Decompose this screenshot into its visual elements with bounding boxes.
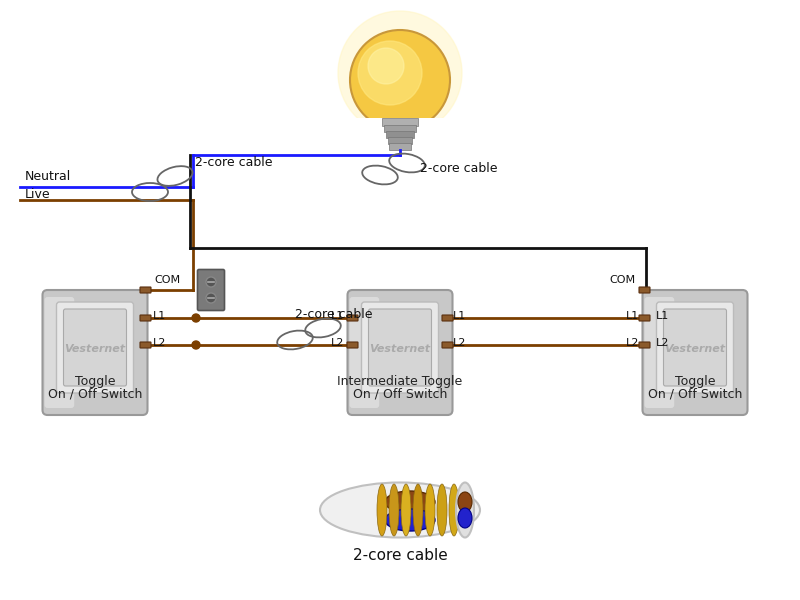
Ellipse shape (401, 484, 411, 536)
FancyBboxPatch shape (140, 287, 151, 293)
FancyBboxPatch shape (642, 290, 747, 415)
Ellipse shape (425, 484, 435, 536)
Ellipse shape (449, 484, 459, 536)
FancyBboxPatch shape (45, 297, 74, 408)
FancyBboxPatch shape (382, 118, 418, 126)
Text: Vesternet: Vesternet (65, 344, 126, 355)
FancyBboxPatch shape (362, 302, 438, 393)
Ellipse shape (413, 484, 423, 536)
Text: Neutral: Neutral (25, 170, 71, 183)
FancyBboxPatch shape (386, 131, 414, 138)
FancyBboxPatch shape (369, 309, 431, 386)
FancyBboxPatch shape (639, 287, 650, 293)
Ellipse shape (385, 509, 435, 531)
Text: L1: L1 (331, 311, 345, 321)
Text: L2: L2 (655, 338, 669, 348)
FancyBboxPatch shape (442, 342, 453, 348)
Text: Toggle: Toggle (74, 376, 115, 389)
Text: L2: L2 (626, 338, 639, 348)
Text: COM: COM (154, 275, 181, 285)
Text: Toggle: Toggle (674, 376, 715, 389)
Text: 2-core cable: 2-core cable (353, 548, 447, 563)
FancyBboxPatch shape (657, 302, 734, 393)
FancyBboxPatch shape (57, 302, 134, 393)
Ellipse shape (385, 491, 435, 513)
Text: L2: L2 (153, 338, 166, 348)
Circle shape (368, 48, 404, 84)
FancyBboxPatch shape (384, 125, 416, 132)
Text: 2-core cable: 2-core cable (195, 155, 273, 169)
FancyBboxPatch shape (198, 269, 225, 311)
Ellipse shape (320, 482, 480, 538)
Text: L1: L1 (655, 311, 669, 321)
Circle shape (192, 341, 200, 349)
FancyBboxPatch shape (347, 342, 358, 348)
FancyBboxPatch shape (140, 342, 151, 348)
Text: Vesternet: Vesternet (665, 344, 726, 355)
Text: 2-core cable: 2-core cable (295, 308, 373, 322)
FancyBboxPatch shape (42, 290, 147, 415)
FancyBboxPatch shape (639, 315, 650, 321)
Circle shape (338, 11, 462, 135)
Text: Intermediate Toggle: Intermediate Toggle (338, 376, 462, 389)
FancyBboxPatch shape (347, 290, 453, 415)
Text: On / Off Switch: On / Off Switch (48, 388, 142, 401)
Ellipse shape (377, 484, 387, 536)
Circle shape (358, 41, 422, 105)
Circle shape (206, 293, 216, 303)
Ellipse shape (458, 508, 472, 528)
FancyBboxPatch shape (663, 309, 726, 386)
Circle shape (206, 277, 216, 287)
FancyBboxPatch shape (645, 297, 674, 408)
FancyBboxPatch shape (350, 297, 379, 408)
Text: On / Off Switch: On / Off Switch (648, 388, 742, 401)
Text: L1: L1 (453, 311, 466, 321)
FancyBboxPatch shape (63, 309, 126, 386)
Text: COM: COM (610, 275, 635, 285)
Circle shape (350, 30, 450, 130)
FancyBboxPatch shape (639, 342, 650, 348)
FancyBboxPatch shape (442, 315, 453, 321)
Circle shape (192, 314, 200, 322)
Ellipse shape (458, 492, 472, 512)
Ellipse shape (437, 484, 447, 536)
Text: L2: L2 (453, 338, 466, 348)
FancyBboxPatch shape (348, 118, 452, 158)
FancyBboxPatch shape (388, 137, 412, 144)
Text: 2-core cable: 2-core cable (420, 161, 498, 175)
Text: L1: L1 (626, 311, 639, 321)
Ellipse shape (456, 482, 474, 538)
Text: L2: L2 (331, 338, 345, 348)
Text: Vesternet: Vesternet (370, 344, 430, 355)
Ellipse shape (389, 484, 399, 536)
FancyBboxPatch shape (389, 143, 411, 150)
FancyBboxPatch shape (140, 315, 151, 321)
Text: On / Off Switch: On / Off Switch (353, 388, 447, 401)
FancyBboxPatch shape (347, 315, 358, 321)
Text: L1: L1 (153, 311, 166, 321)
Text: Live: Live (25, 188, 50, 201)
